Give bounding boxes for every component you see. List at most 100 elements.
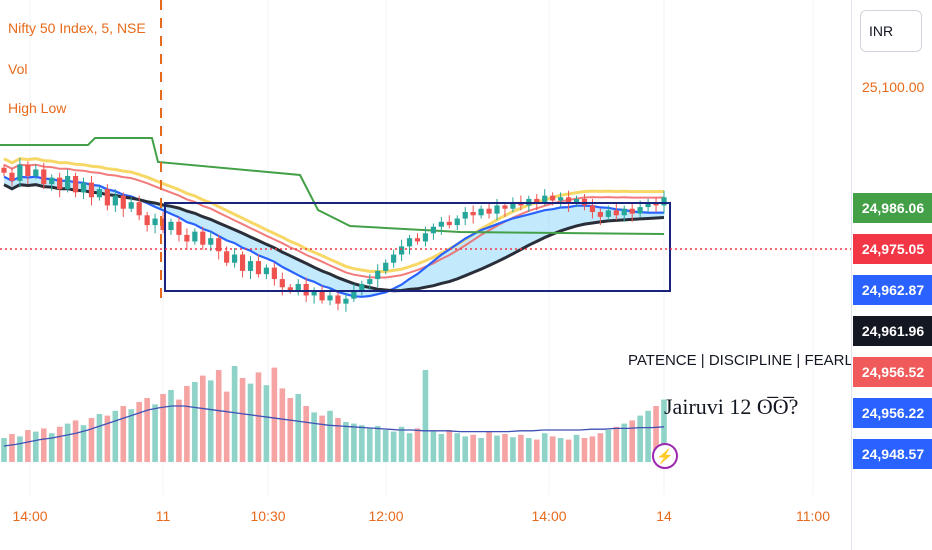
time-label: 10:30 xyxy=(250,508,286,524)
volume-bar xyxy=(526,438,532,462)
volume-bar xyxy=(557,438,564,462)
candle-body xyxy=(224,251,230,263)
volume-bar xyxy=(247,383,254,462)
volume-bar xyxy=(645,410,651,462)
volume-bar xyxy=(80,425,87,462)
volume-bar xyxy=(56,426,63,462)
legend-symbol[interactable]: Nifty 50 Index, 5, NSE xyxy=(8,20,146,36)
candle-body xyxy=(216,238,222,252)
volume-bar xyxy=(160,394,166,462)
volume-bar xyxy=(502,434,508,462)
candle-body xyxy=(80,182,87,193)
legend-volume[interactable]: Vol xyxy=(8,61,28,77)
candle-body xyxy=(319,290,325,301)
volume-bar xyxy=(589,436,596,462)
candle-body xyxy=(57,177,63,190)
volume-bar xyxy=(271,367,278,462)
volume-bar xyxy=(637,415,643,462)
candle-body xyxy=(104,189,110,206)
time-label: 14:00 xyxy=(531,508,567,524)
volume-bars xyxy=(1,366,667,462)
candle-body xyxy=(327,295,333,301)
candle-body xyxy=(25,164,31,176)
candle-body xyxy=(534,198,540,203)
candle-body xyxy=(279,279,285,288)
volume-bar xyxy=(335,418,341,462)
candle-body xyxy=(478,208,484,216)
price-label-blue-3: 24,948.57 xyxy=(853,439,932,469)
candle-body xyxy=(494,205,500,214)
volume-moving-average-line xyxy=(3,405,665,447)
volume-bar xyxy=(430,431,437,462)
candle-body xyxy=(96,189,103,198)
candle-body xyxy=(510,202,516,209)
candle-body xyxy=(502,205,508,209)
candle-body xyxy=(184,234,190,242)
volume-bar xyxy=(104,415,111,462)
volume-bar xyxy=(295,394,302,462)
price-label-current: 24,975.05 xyxy=(853,234,932,264)
candle-body xyxy=(462,212,468,219)
candle-body xyxy=(573,198,580,204)
volume-bar xyxy=(549,436,556,462)
time-label: 14 xyxy=(656,508,672,524)
candle-body xyxy=(33,169,39,176)
candle-body xyxy=(398,246,405,255)
currency-button[interactable]: INR xyxy=(860,10,922,52)
candle-body xyxy=(9,172,15,181)
volume-bar xyxy=(263,385,270,462)
candle-body xyxy=(287,287,293,291)
volume-bar xyxy=(629,420,635,462)
candle-body xyxy=(621,208,627,216)
volume-bar xyxy=(33,431,39,462)
lightning-icon[interactable]: ⚡ xyxy=(652,443,678,469)
candle-body xyxy=(629,208,635,214)
volume-bar xyxy=(494,435,500,462)
range-box xyxy=(164,202,671,292)
candle-body xyxy=(168,221,174,230)
candle-body xyxy=(661,197,667,206)
legend-high-low[interactable]: High Low xyxy=(8,100,67,116)
price-label-green: 24,986.06 xyxy=(853,193,932,223)
candle-body xyxy=(589,205,596,212)
volume-bar xyxy=(1,438,7,462)
volume-bar xyxy=(303,406,309,462)
volume-bar xyxy=(343,422,349,462)
volume-bar xyxy=(112,410,119,462)
volume-bar xyxy=(351,423,357,462)
candle-body xyxy=(454,218,460,226)
volume-bar xyxy=(9,434,15,462)
volume-bar xyxy=(541,433,548,462)
candle-body xyxy=(550,195,556,201)
candle-body xyxy=(645,202,651,208)
volume-bar xyxy=(128,409,135,462)
candle-body xyxy=(438,221,444,227)
chart-grid xyxy=(29,0,814,495)
candle-body xyxy=(565,197,572,204)
candle-body xyxy=(414,238,421,242)
candle-body xyxy=(446,221,452,226)
candle-body xyxy=(144,215,150,226)
volume-bar xyxy=(414,428,421,462)
price-label-blue-1: 24,962.87 xyxy=(853,275,932,305)
volume-bar xyxy=(64,423,71,462)
time-label: 12:00 xyxy=(368,508,404,524)
volume-bar xyxy=(215,370,222,462)
volume-bar xyxy=(486,431,492,462)
candle-body xyxy=(65,176,71,190)
volume-bar xyxy=(382,430,389,462)
candle-body xyxy=(88,182,95,198)
volume-bar xyxy=(199,375,206,462)
volume-bar xyxy=(581,438,588,462)
price-label-black: 24,961.96 xyxy=(853,316,932,346)
motto-text: PATENCE | DISCIPLINE | FEARLESS xyxy=(628,352,883,369)
candle-body xyxy=(422,233,429,242)
candle-body xyxy=(343,298,349,304)
volume-bar xyxy=(374,426,381,462)
volume-bar xyxy=(72,420,79,462)
candle-body xyxy=(1,167,7,173)
chart-area[interactable] xyxy=(0,0,852,550)
candle-body xyxy=(486,208,492,214)
volume-bar xyxy=(207,380,214,462)
volume-bar xyxy=(120,406,127,462)
